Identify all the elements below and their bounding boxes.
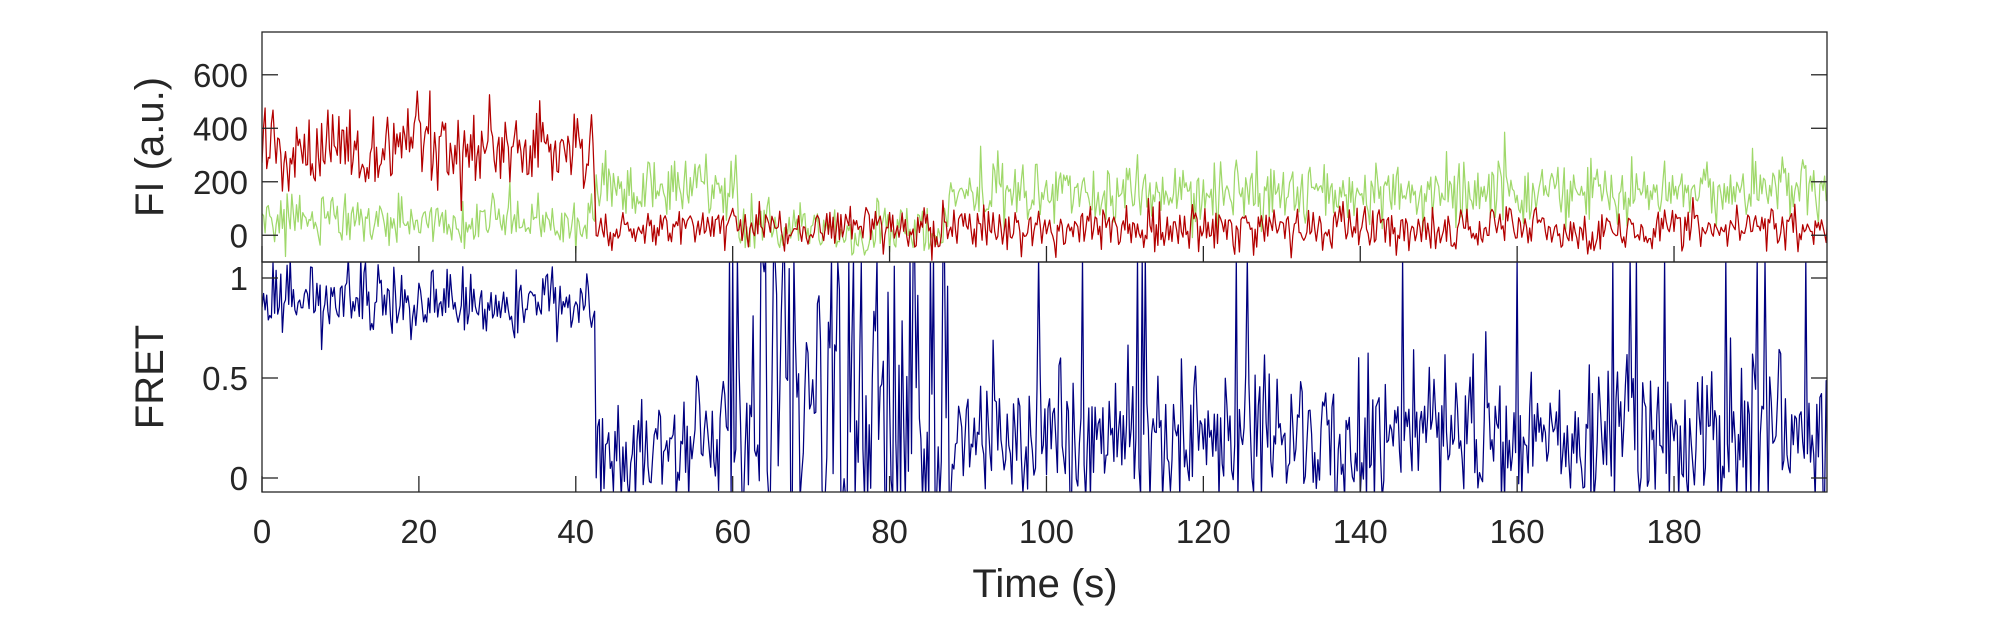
time-x-tick-label: 20 xyxy=(401,513,438,550)
fret-y-tick-label: 0 xyxy=(230,460,248,497)
fret-axes-box xyxy=(261,261,1828,493)
time-x-tick-label: 120 xyxy=(1176,513,1231,550)
fret-y-axis-label: FRET xyxy=(128,325,172,429)
intensity-series-0-line xyxy=(262,131,1827,258)
time-x-tick-label: 100 xyxy=(1019,513,1074,550)
fret-y-ticks: 00.51 xyxy=(202,260,1827,497)
time-x-tick-label: 180 xyxy=(1646,513,1701,550)
fret-y-tick-label: 1 xyxy=(230,260,248,297)
intensity-y-tick-label: 0 xyxy=(230,217,248,254)
fret-panel: 00.51 FRET xyxy=(128,260,1828,497)
intensity-series-1-line xyxy=(262,90,1827,261)
intensity-y-tick-label: 600 xyxy=(193,57,248,94)
time-x-tick-label: 0 xyxy=(253,513,271,550)
time-x-tick-label: 40 xyxy=(557,513,594,550)
fret-traces xyxy=(262,262,1827,492)
intensity-y-tick-label: 200 xyxy=(193,164,248,201)
fret-y-tick-label: 0.5 xyxy=(202,360,248,397)
fret-series-0-line xyxy=(262,262,1827,492)
time-x-tick-label: 160 xyxy=(1490,513,1545,550)
time-x-ticks: 0 20 40 60 80 100 120 140 160 180 xyxy=(253,513,1702,550)
intensity-y-ticks: 0 200 400 600 xyxy=(193,57,1827,262)
intensity-axes-box xyxy=(261,31,1828,263)
time-x-axis-label: Time (s) xyxy=(972,562,1117,606)
intensity-panel: 0 200 400 600 FI (a.u.) xyxy=(128,31,1828,263)
time-x-tick-label: 60 xyxy=(714,513,751,550)
intensity-y-tick-label: 400 xyxy=(193,110,248,147)
intensity-y-axis-label: FI (a.u.) xyxy=(128,77,172,217)
time-x-tick-label: 80 xyxy=(871,513,908,550)
intensity-traces xyxy=(262,90,1827,261)
time-x-tick-label: 140 xyxy=(1333,513,1388,550)
